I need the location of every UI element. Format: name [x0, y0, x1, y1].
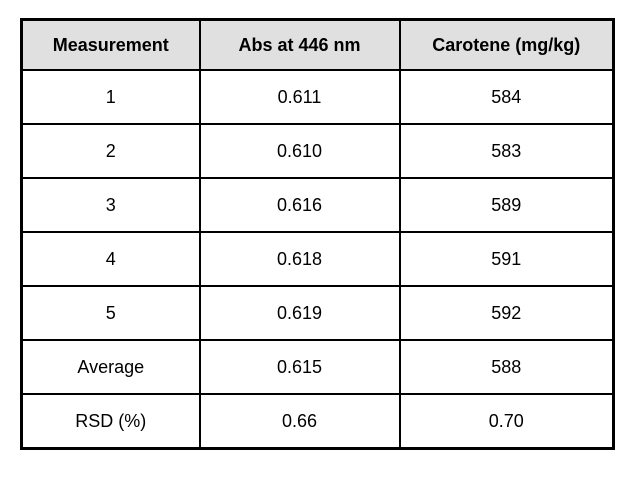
- column-header: Measurement: [20, 18, 201, 71]
- table-cell: 0.616: [198, 177, 401, 233]
- measurement-table: Measurement Abs at 446 nm Carotene (mg/kg)…: [20, 18, 615, 450]
- table-row: Average 0.615 588: [20, 339, 615, 395]
- table-cell: 589: [398, 177, 615, 233]
- table-cell: 5: [20, 285, 201, 341]
- table-cell: 0.70: [398, 393, 615, 450]
- table-row: 5 0.619 592: [20, 285, 615, 341]
- table-cell: 584: [398, 69, 615, 125]
- table-cell: 583: [398, 123, 615, 179]
- table-cell: Average: [20, 339, 201, 395]
- table-cell: 591: [398, 231, 615, 287]
- column-header: Abs at 446 nm: [198, 18, 401, 71]
- table-row: RSD (%) 0.66 0.70: [20, 393, 615, 450]
- table-row: 1 0.611 584: [20, 69, 615, 125]
- table-cell: 0.611: [198, 69, 401, 125]
- table-header-row: Measurement Abs at 446 nm Carotene (mg/kg): [20, 18, 615, 71]
- table-cell: 0.610: [198, 123, 401, 179]
- table-cell: 0.66: [198, 393, 401, 450]
- table-cell: 0.619: [198, 285, 401, 341]
- table-cell: 0.618: [198, 231, 401, 287]
- table-row: 2 0.610 583: [20, 123, 615, 179]
- table-cell: 0.615: [198, 339, 401, 395]
- table-cell: 3: [20, 177, 201, 233]
- column-header: Carotene (mg/kg): [398, 18, 615, 71]
- table-cell: 4: [20, 231, 201, 287]
- table-body: 1 0.611 584 2 0.610 583 3 0.616 589 4 0.618 591 5 0.6…: [20, 69, 615, 450]
- table-cell: RSD (%): [20, 393, 201, 450]
- table-head: Measurement Abs at 446 nm Carotene (mg/kg): [20, 18, 615, 71]
- table-cell: 2: [20, 123, 201, 179]
- table-cell: 588: [398, 339, 615, 395]
- table-cell: 1: [20, 69, 201, 125]
- table-cell: 592: [398, 285, 615, 341]
- table-row: 4 0.618 591: [20, 231, 615, 287]
- table-row: 3 0.616 589: [20, 177, 615, 233]
